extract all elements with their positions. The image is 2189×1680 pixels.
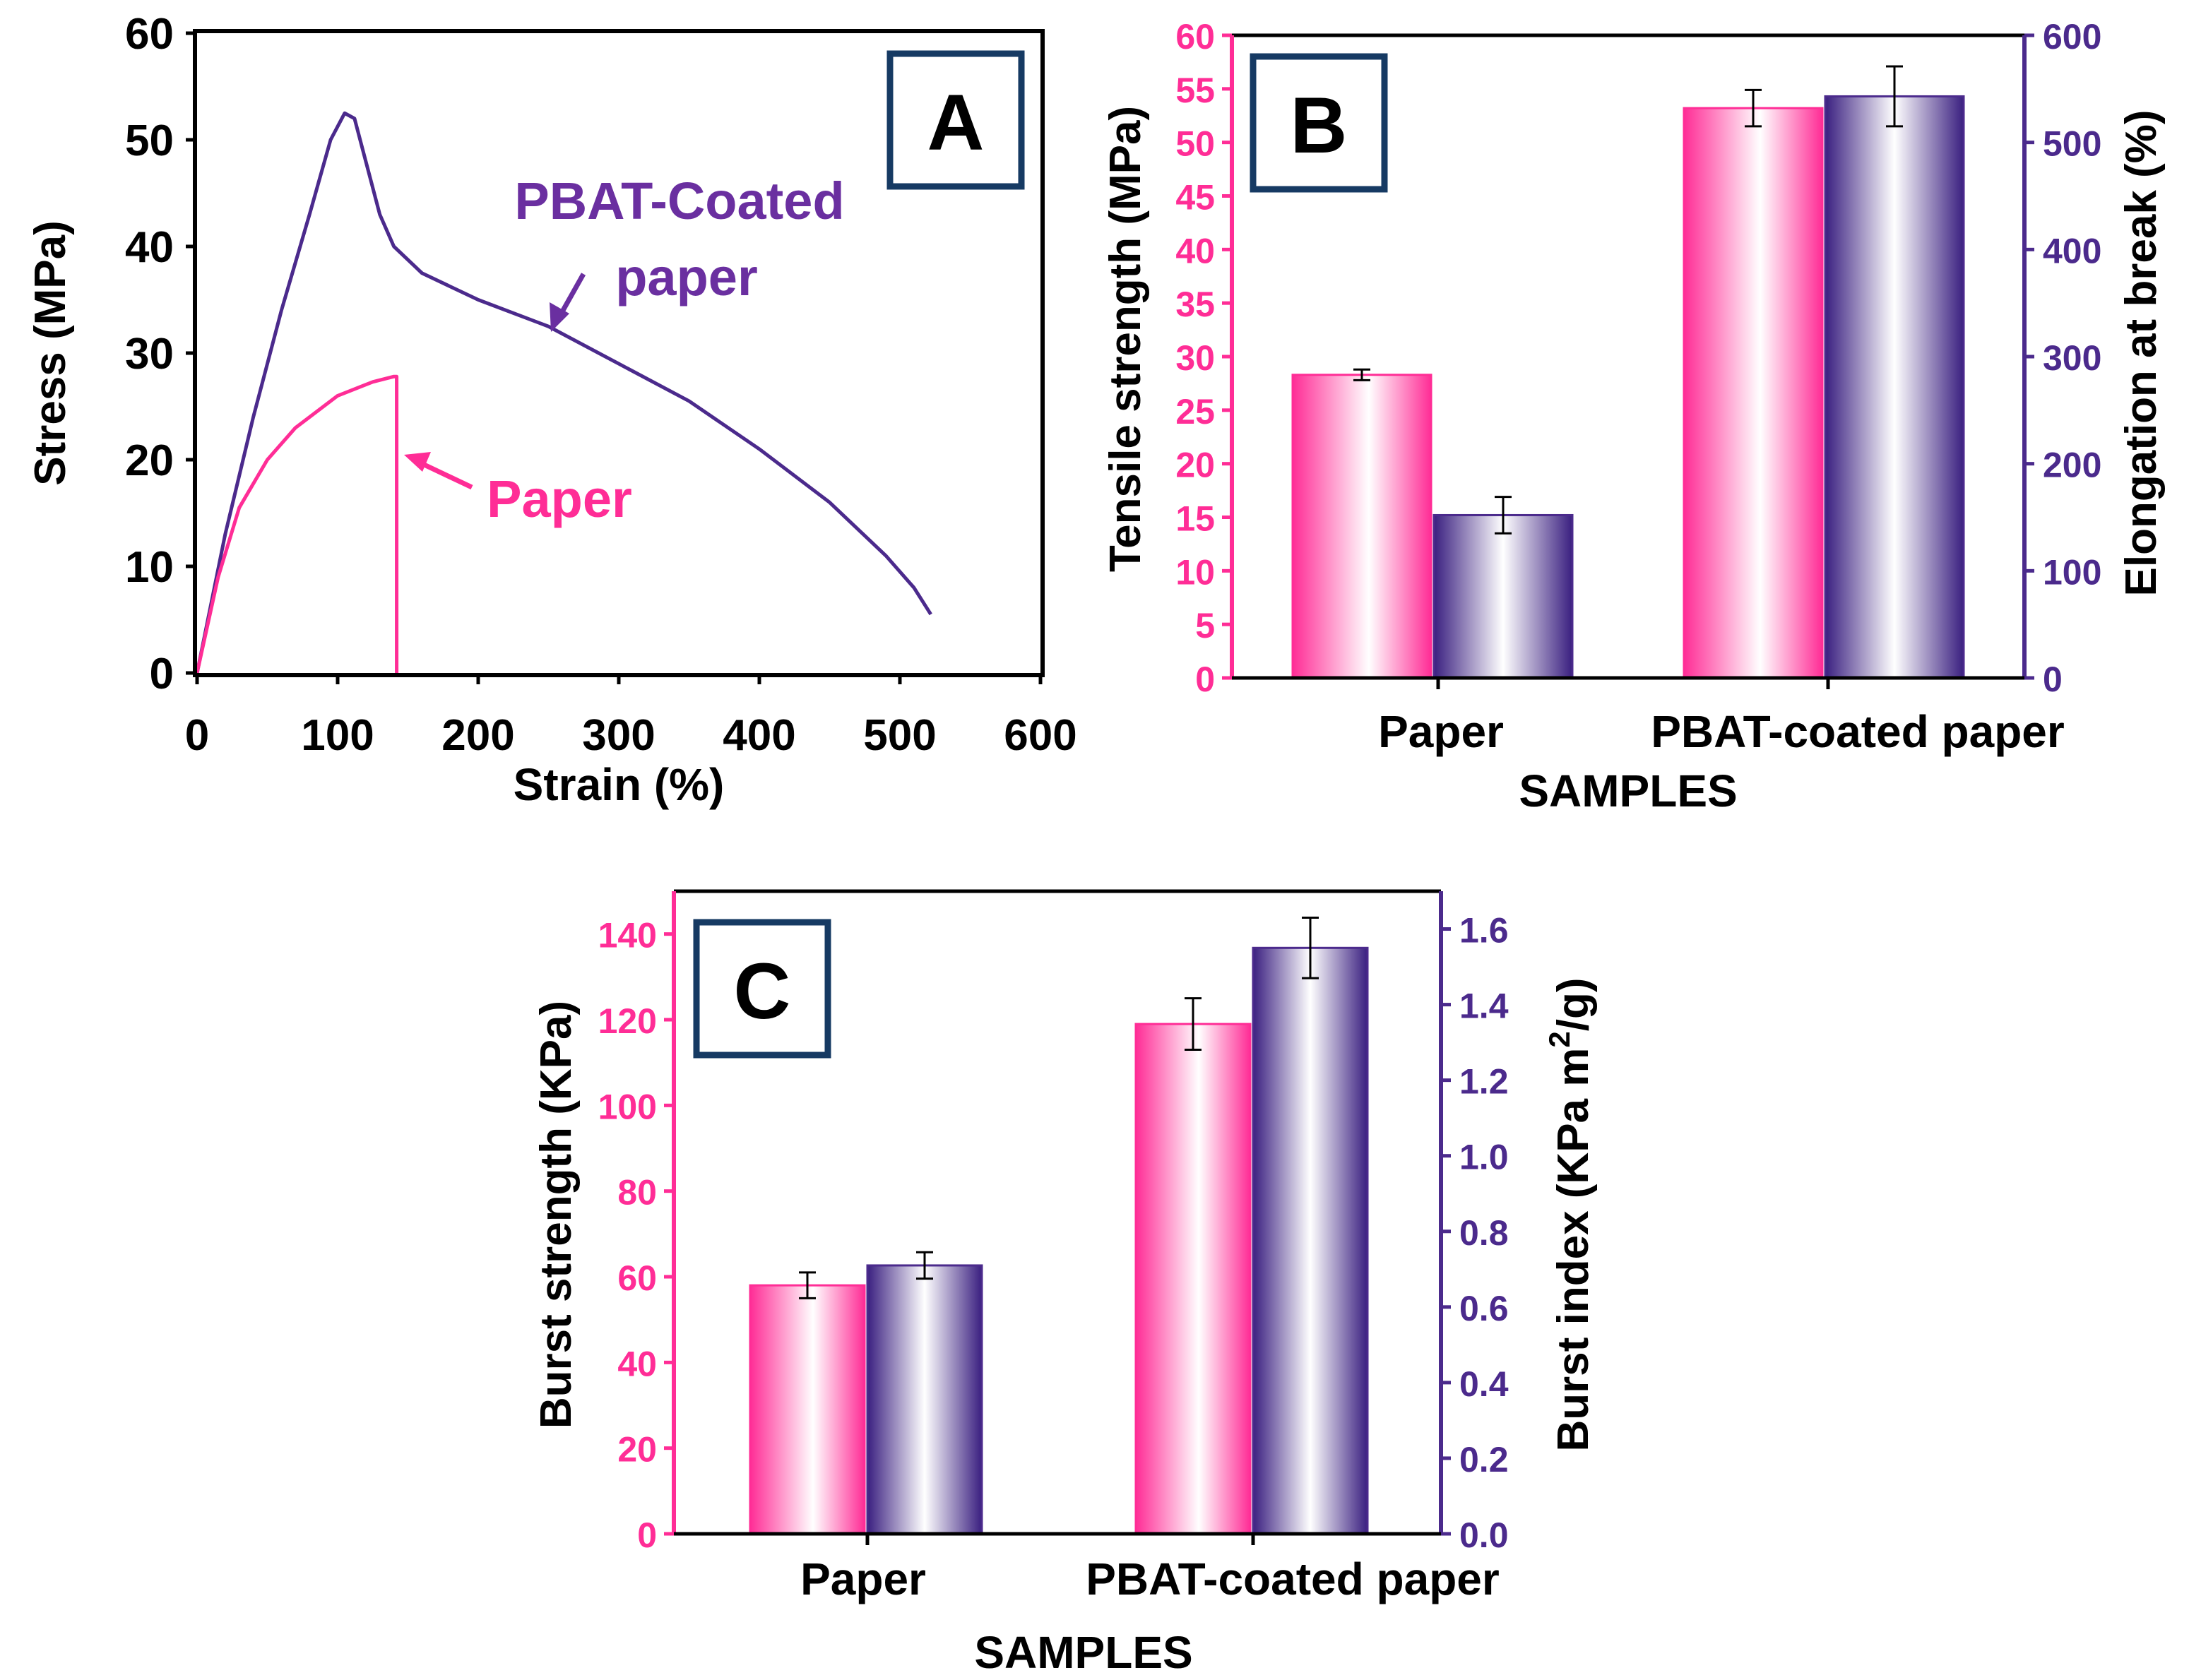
left-y-tick-label: 15	[1175, 499, 1215, 539]
left-y-tick-label: 0	[637, 1515, 657, 1555]
right-y-tick-label: 400	[2043, 231, 2101, 270]
right-y-tick-label: 1.0	[1459, 1138, 1509, 1177]
right-y-tick-label: 1.4	[1459, 987, 1509, 1026]
panel-c-left-axis-label: Burst strength (KPa)	[532, 1001, 581, 1429]
left-y-tick-label: 0	[1195, 660, 1215, 699]
panel-a-x-tick-label: 200	[441, 711, 514, 760]
bar-tensile-strength-0	[1291, 374, 1432, 679]
bar-burst-strength-1	[1134, 1023, 1252, 1535]
panel-c-label-box	[693, 919, 831, 1059]
category-label: PBAT-coated paper	[1086, 1554, 1500, 1604]
panel-a-y-tick-label: 20	[125, 436, 174, 485]
bar-burst-index-1	[1252, 946, 1369, 1535]
right-y-tick-label: 600	[2043, 17, 2101, 56]
pbat-coated-paper-curve	[195, 111, 932, 674]
panel-a-label-box	[886, 50, 1025, 190]
panel-a-stress-strain-chart: 0 100 200 300 400 500 600 0 10 20 30 40 50 60 Stress …	[26, 10, 1077, 810]
bar-burst-index-0	[866, 1264, 983, 1535]
left-y-tick-label: 100	[598, 1087, 657, 1126]
right-y-tick-label: 1.2	[1459, 1062, 1509, 1102]
burst-index-label-sup: 2	[1543, 1031, 1576, 1047]
bar-tensile-strength-1	[1683, 107, 1824, 679]
left-y-tick-label: 45	[1175, 178, 1215, 218]
left-y-tick-label: 120	[598, 1001, 657, 1041]
panel-b-tensile-chart: Paper PBAT-coated paper 0 5 10 15 20 25 30 35 40 45…	[1101, 17, 2166, 816]
left-y-tick-label: 60	[617, 1258, 657, 1298]
panel-c-right-axis-label: Burst index (KPa m2/g)	[1543, 977, 1598, 1451]
panel-a-y-tick-label: 0	[150, 650, 174, 698]
left-y-tick-label: 30	[1175, 338, 1215, 378]
right-y-tick-label: 0.8	[1459, 1213, 1509, 1253]
bar-elongation-at-break-1	[1824, 95, 1965, 679]
burst-index-label-main: Burst index (KPa m	[1549, 1048, 1598, 1452]
left-y-tick-label: 40	[617, 1344, 657, 1383]
right-y-tick-label: 0	[2043, 660, 2063, 699]
left-y-tick-label: 10	[1175, 552, 1215, 592]
panel-c-x-axis-label: SAMPLES	[974, 1627, 1192, 1678]
right-y-tick-label: 500	[2043, 124, 2101, 164]
panel-a-label: A	[927, 78, 985, 167]
right-y-tick-label: 0.0	[1459, 1515, 1509, 1555]
category-label: PBAT-coated paper	[1651, 706, 2065, 757]
left-y-tick-label: 80	[617, 1173, 657, 1213]
pbat-annotation-arrowhead	[550, 302, 569, 332]
panel-c-label: C	[734, 947, 791, 1035]
panel-a-x-tick-label: 0	[185, 711, 209, 760]
left-y-tick-label: 40	[1175, 231, 1215, 270]
panel-a-x-axis-label: Strain (%)	[514, 759, 725, 810]
left-y-tick-label: 20	[1175, 446, 1215, 485]
panel-a-y-tick-label: 10	[125, 543, 174, 592]
category-label: Paper	[1378, 706, 1504, 757]
left-y-tick-label: 25	[1175, 392, 1215, 431]
paper-annotation: Paper	[487, 470, 632, 528]
panel-a-y-tick-label: 60	[125, 10, 174, 59]
panel-a-x-tick-label: 500	[863, 711, 936, 760]
pbat-coated-annotation-line1: PBAT-Coated	[514, 172, 844, 230]
panel-a-x-tick-label: 600	[1004, 711, 1076, 760]
right-y-tick-label: 0.6	[1459, 1289, 1509, 1328]
panel-b-left-axis-label: Tensile strength (MPa)	[1101, 106, 1150, 572]
right-y-tick-label: 300	[2043, 338, 2101, 378]
panel-a-x-tick-label: 300	[582, 711, 655, 760]
right-y-tick-label: 200	[2043, 446, 2101, 485]
panel-a-y-tick-label: 40	[125, 223, 174, 272]
burst-index-label-tail: /g)	[1549, 977, 1598, 1031]
panel-a-x-tick-label: 400	[723, 711, 795, 760]
panel-a-x-tick-label: 100	[301, 711, 374, 760]
paper-curve	[195, 374, 399, 674]
left-y-tick-label: 5	[1195, 606, 1215, 645]
panel-b-label-box	[1250, 53, 1388, 193]
panel-b-label: B	[1291, 81, 1348, 169]
panel-a-y-tick-label: 50	[125, 117, 174, 165]
right-y-tick-label: 100	[2043, 552, 2101, 592]
left-y-tick-label: 60	[1175, 17, 1215, 56]
panel-c-burst-chart: Paper PBAT-coated paper 0 20 40 60 80 100 120 140…	[532, 889, 1598, 1678]
right-y-tick-label: 0.2	[1459, 1440, 1509, 1479]
left-y-tick-label: 55	[1175, 71, 1215, 110]
category-label: Paper	[800, 1554, 926, 1604]
left-y-tick-label: 20	[617, 1430, 657, 1470]
left-y-tick-label: 140	[598, 916, 657, 955]
left-y-tick-label: 35	[1175, 285, 1215, 324]
left-y-tick-label: 50	[1175, 124, 1215, 164]
pbat-coated-annotation-line2: paper	[615, 248, 758, 306]
panel-a-y-tick-label: 30	[125, 330, 174, 379]
bar-burst-strength-0	[749, 1284, 866, 1535]
panel-b-x-axis-label: SAMPLES	[1519, 765, 1737, 816]
panel-a-y-axis-label: Stress (MPa)	[26, 220, 75, 486]
right-y-tick-label: 0.4	[1459, 1364, 1509, 1404]
paper-annotation-arrow-shaft	[417, 459, 473, 490]
panel-b-right-axis-label: Elongation at break (%)	[2117, 110, 2166, 597]
bar-elongation-at-break-0	[1432, 513, 1574, 679]
paper-annotation-arrowhead	[404, 452, 431, 472]
right-y-tick-label: 1.6	[1459, 911, 1509, 951]
